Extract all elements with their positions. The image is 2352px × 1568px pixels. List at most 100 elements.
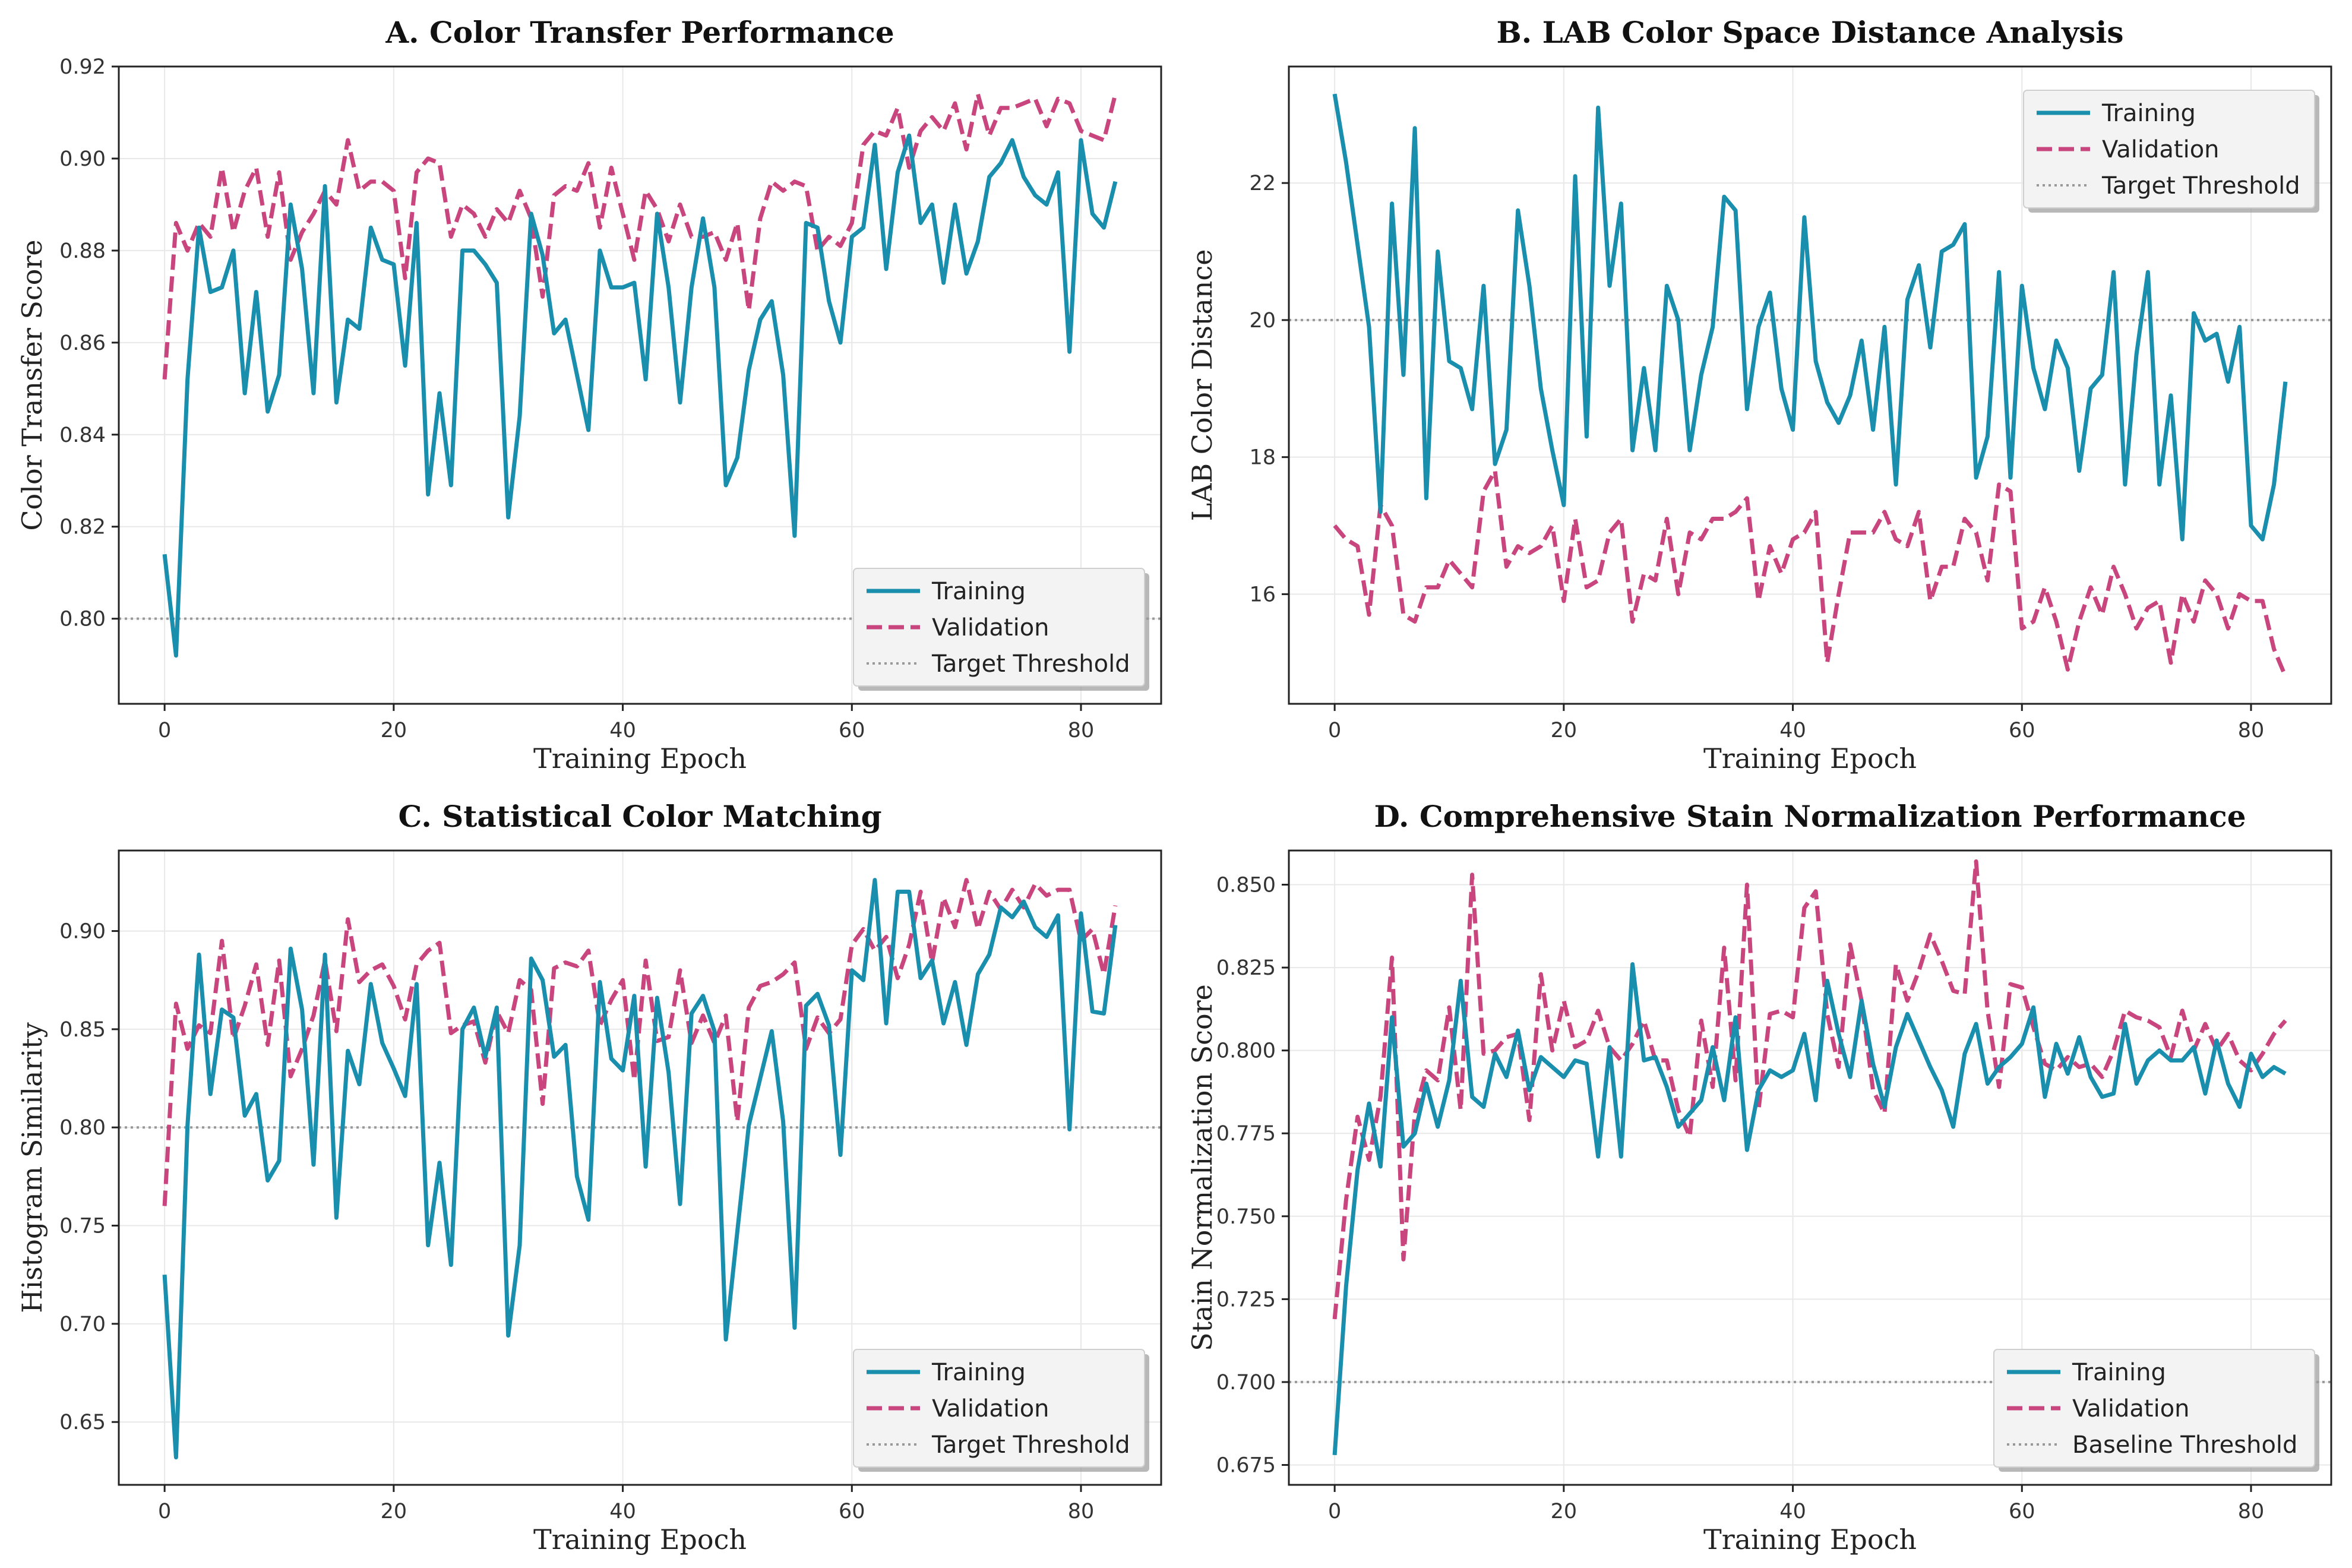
legend-label: Target Threshold	[931, 650, 1130, 678]
panel-a: 0 20 40 60 80 0.80 0.82 0.84 0.86 0.88 0.90 0.92 A. …	[16, 15, 1162, 774]
y-tick-label: 0.80	[59, 608, 106, 631]
x-tick-label: 40	[1779, 719, 1806, 742]
x-tick-label: 80	[2238, 1500, 2265, 1523]
y-tick-label: 0.90	[59, 920, 106, 944]
x-axis: 0 20 40 60 80	[1328, 1485, 2264, 1523]
x-tick-label: 80	[2238, 719, 2265, 742]
y-tick-label: 0.775	[1216, 1122, 1276, 1146]
y-tick-label: 0.88	[59, 239, 106, 263]
y-tick-label: 0.800	[1216, 1039, 1276, 1063]
x-tick-label: 80	[1068, 719, 1095, 742]
series-line-training	[162, 878, 1118, 1460]
legend-box	[853, 1349, 1145, 1468]
series-line-training	[1332, 962, 2287, 1456]
y-tick-label: 0.85	[59, 1018, 106, 1042]
legend-label: Baseline Threshold	[2072, 1431, 2297, 1459]
y-axis-label: Stain Normalization Score	[1186, 984, 1218, 1351]
x-tick-label: 40	[609, 719, 636, 742]
axes-frame	[118, 65, 1162, 705]
legend-box	[853, 568, 1145, 687]
chart-title: D. Comprehensive Stain Normalization Per…	[1374, 799, 2246, 834]
x-tick-label: 80	[1068, 1500, 1095, 1523]
legend-box	[2023, 90, 2315, 208]
legend-label: Training	[931, 578, 1026, 605]
y-tick-label: 0.70	[59, 1313, 106, 1336]
legend-label: Training	[2072, 1359, 2166, 1386]
x-tick-label: 60	[2009, 1500, 2035, 1523]
y-tick-label: 0.675	[1216, 1454, 1276, 1478]
y-tick-label: 0.92	[59, 55, 106, 79]
y-tick-label: 0.750	[1216, 1205, 1276, 1229]
y-tick-label: 0.84	[59, 423, 106, 447]
legend-label: Validation	[932, 1395, 1049, 1422]
legend-label: Validation	[932, 614, 1049, 641]
x-tick-label: 20	[1551, 1500, 1578, 1523]
series-line-training	[1332, 93, 2288, 542]
y-tick-label: 0.75	[59, 1215, 106, 1238]
y-axis: 16 18 20 22	[1249, 172, 1289, 606]
x-axis: 0 20 40 60 80	[158, 704, 1094, 742]
x-tick-label: 0	[1328, 719, 1341, 742]
legend-label: Validation	[2072, 1395, 2190, 1422]
chart-title: B. LAB Color Space Distance Analysis	[1497, 15, 2124, 50]
panel-b: 0 20 40 60 80 16 18 20 22 B. LAB Color Space Dist…	[1186, 15, 2332, 774]
x-axis: 0 20 40 60 80	[1328, 704, 2264, 742]
y-tick-label: 22	[1249, 172, 1276, 195]
y-tick-label: 0.80	[59, 1116, 106, 1140]
panel-c: 0 20 40 60 80 0.65 0.70 0.75 0.80 0.85 0.90 C. Stat…	[16, 799, 1162, 1556]
axes-frame	[1288, 849, 2332, 1486]
x-tick-label: 40	[1779, 1500, 1806, 1523]
legend-label: Training	[931, 1359, 1026, 1386]
y-tick-label: 0.850	[1216, 874, 1276, 897]
x-tick-label: 20	[1551, 719, 1578, 742]
x-tick-label: 0	[158, 719, 171, 742]
series-line-training	[162, 133, 1118, 658]
legend: Training Validation Baseline Threshold	[1993, 1349, 2319, 1472]
legend-label: Validation	[2102, 136, 2220, 163]
legend-box	[1993, 1349, 2315, 1468]
x-axis-label: Training Epoch	[533, 1523, 747, 1556]
y-tick-label: 0.82	[59, 516, 106, 539]
x-tick-label: 20	[381, 719, 407, 742]
series-line-validation	[162, 878, 1118, 1206]
y-tick-label: 0.90	[59, 147, 106, 171]
panel-d: 0 20 40 60 800.6750.7000.7250.7500.7750.8000…	[1186, 799, 2332, 1556]
y-tick-label: 0.725	[1216, 1288, 1276, 1311]
x-axis-label: Training Epoch	[1703, 742, 1917, 774]
x-tick-label: 60	[839, 1500, 865, 1523]
x-tick-label: 0	[1328, 1500, 1341, 1523]
series-line-validation	[1332, 859, 2287, 1320]
y-tick-label: 0.86	[59, 331, 106, 355]
legend-label: Target Threshold	[931, 1431, 1130, 1459]
y-tick-label: 0.825	[1216, 956, 1276, 980]
y-axis-label: Color Transfer Score	[16, 239, 48, 530]
y-axis-label: LAB Color Distance	[1186, 249, 1218, 521]
legend: Training Validation Target Threshold	[853, 568, 1149, 691]
x-tick-label: 40	[609, 1500, 636, 1523]
x-tick-label: 60	[839, 719, 865, 742]
y-tick-label: 0.65	[59, 1411, 106, 1434]
x-tick-label: 0	[158, 1500, 171, 1523]
x-axis-label: Training Epoch	[533, 742, 747, 774]
legend: Training Validation Target Threshold	[853, 1349, 1149, 1472]
axes-frame	[1288, 65, 2332, 705]
x-axis: 0 20 40 60 80	[158, 1485, 1094, 1523]
y-axis-label: Histogram Similarity	[16, 1022, 48, 1313]
y-tick-label: 20	[1249, 309, 1276, 333]
chart-title: C. Statistical Color Matching	[398, 799, 881, 834]
x-tick-label: 60	[2009, 719, 2035, 742]
y-tick-label: 18	[1249, 446, 1276, 470]
legend-label: Training	[2101, 100, 2196, 127]
series-line-validation	[1333, 469, 2288, 678]
y-axis: 0.65 0.70 0.75 0.80 0.85 0.90	[59, 920, 119, 1434]
x-axis-label: Training Epoch	[1703, 1523, 1917, 1556]
y-axis: 0.80 0.82 0.84 0.86 0.88 0.90 0.92	[59, 55, 119, 631]
legend-label: Target Threshold	[2101, 172, 2300, 200]
x-tick-label: 20	[381, 1500, 407, 1523]
axes-frame	[118, 849, 1162, 1486]
y-tick-label: 0.700	[1216, 1371, 1276, 1395]
legend: Training Validation Target Threshold	[2023, 90, 2319, 213]
y-axis: 0.675 0.700 0.725 0.750 0.775 0.800 0.825 0.850	[1216, 874, 1289, 1478]
y-tick-label: 16	[1249, 583, 1276, 606]
